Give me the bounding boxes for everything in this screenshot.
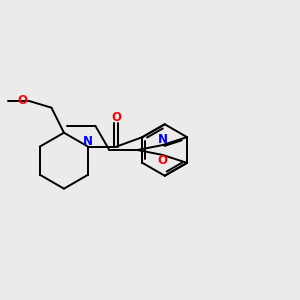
Text: N: N (158, 133, 167, 146)
Text: N: N (83, 135, 93, 148)
Text: O: O (111, 111, 121, 124)
Text: O: O (158, 154, 167, 167)
Text: O: O (18, 94, 28, 107)
